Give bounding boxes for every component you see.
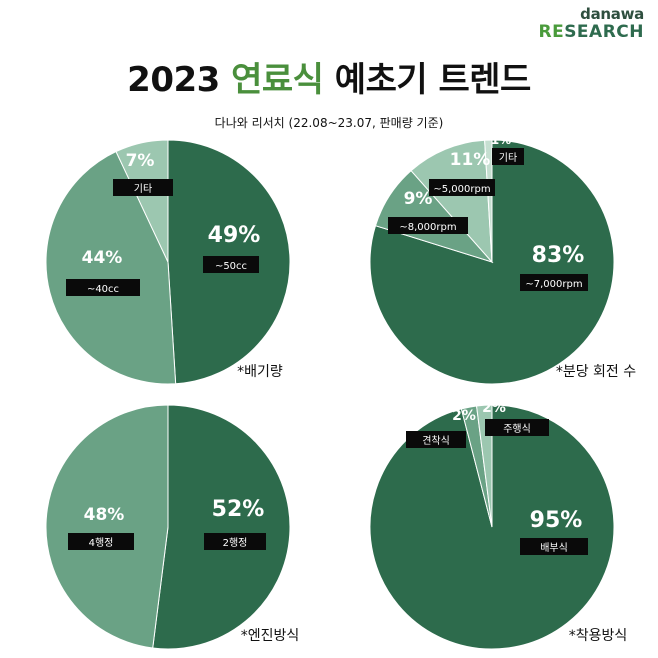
slice-percent-label: 9% bbox=[404, 189, 433, 209]
slice-tag-box bbox=[203, 256, 259, 273]
page-subtitle: 다나와 리서치 (22.08~23.07, 판매량 기준) bbox=[214, 116, 444, 130]
pie-chart-1: 49% ~50cc 44% ~40cc 7% 기타 *배기량 bbox=[45, 139, 291, 385]
pie-slice bbox=[484, 139, 493, 263]
pie-slice bbox=[45, 404, 169, 649]
slice-tag-box bbox=[520, 274, 588, 291]
brand-name: danawa bbox=[580, 5, 644, 23]
slice-category-label: ~5,000rpm bbox=[433, 184, 490, 195]
slice-percent-label: 49% bbox=[208, 223, 261, 248]
slice-tag-box bbox=[66, 279, 140, 296]
pie-slice bbox=[152, 404, 291, 650]
chart-caption: *분당 회전 수 bbox=[556, 364, 636, 380]
slice-category-label: 견착식 bbox=[422, 435, 450, 447]
page-title: 2023 연료식 예초기 트렌드 bbox=[0, 52, 658, 101]
slice-category-label: 주행식 bbox=[503, 423, 531, 435]
pie-slice bbox=[115, 139, 169, 263]
brand-research-re: RE bbox=[538, 22, 565, 42]
slice-tag-box bbox=[520, 538, 588, 555]
pie-slice bbox=[410, 139, 493, 264]
slice-category-label: ~40cc bbox=[87, 284, 119, 295]
brand-research: RESEARCH bbox=[538, 23, 644, 41]
chart-caption: *엔진방식 bbox=[241, 628, 300, 644]
slice-tag-box bbox=[113, 179, 173, 196]
slice-category-label: ~8,000rpm bbox=[399, 222, 456, 233]
slice-percent-label: 83% bbox=[532, 243, 585, 268]
slice-category-label: 4행정 bbox=[89, 537, 114, 549]
title-suffix: 예초기 트렌드 bbox=[323, 60, 532, 100]
slice-tag-box bbox=[388, 217, 468, 234]
slice-percent-label: 11% bbox=[450, 150, 491, 170]
slice-tag-box bbox=[485, 419, 549, 436]
slice-tag-box bbox=[68, 533, 134, 550]
slice-tag-box bbox=[204, 533, 266, 550]
pie-chart-3: 52% 2행정 48% 4행정 *엔진방식 bbox=[45, 404, 300, 650]
brand-research-rest: SEARCH bbox=[564, 22, 644, 42]
slice-percent-label: 44% bbox=[82, 248, 123, 268]
slice-tag-box bbox=[406, 431, 466, 448]
slice-percent-label: 2% bbox=[482, 400, 506, 416]
slice-category-label: 기타 bbox=[134, 183, 152, 195]
slice-percent-label: 95% bbox=[530, 508, 583, 533]
chart-caption: *배기량 bbox=[237, 364, 283, 380]
slice-percent-label: 7% bbox=[126, 151, 155, 171]
slice-tag-box bbox=[492, 148, 524, 165]
slice-category-label: 배부식 bbox=[540, 542, 568, 554]
slice-percent-label: 2% bbox=[452, 408, 476, 424]
pie-chart-2: 83% ~7,000rpm 9% ~8,000rpm 11% ~5,000rpm 1% 기타 *… bbox=[369, 133, 636, 385]
slice-category-label: 기타 bbox=[499, 152, 517, 164]
slice-tag-box bbox=[429, 179, 495, 196]
brand-logo: danawa RESEARCH bbox=[538, 5, 644, 42]
slice-percent-label: 52% bbox=[212, 497, 265, 522]
slice-category-label: ~7,000rpm bbox=[525, 279, 582, 290]
slice-percent-label: 48% bbox=[84, 505, 125, 525]
slice-category-label: 2행정 bbox=[223, 537, 248, 549]
slice-percent-label: 1% bbox=[491, 133, 511, 147]
title-prefix: 2023 bbox=[127, 60, 232, 100]
slice-category-label: ~50cc bbox=[215, 261, 247, 272]
chart-caption: *착용방식 bbox=[569, 628, 628, 644]
title-highlight: 연료식 bbox=[231, 60, 324, 100]
